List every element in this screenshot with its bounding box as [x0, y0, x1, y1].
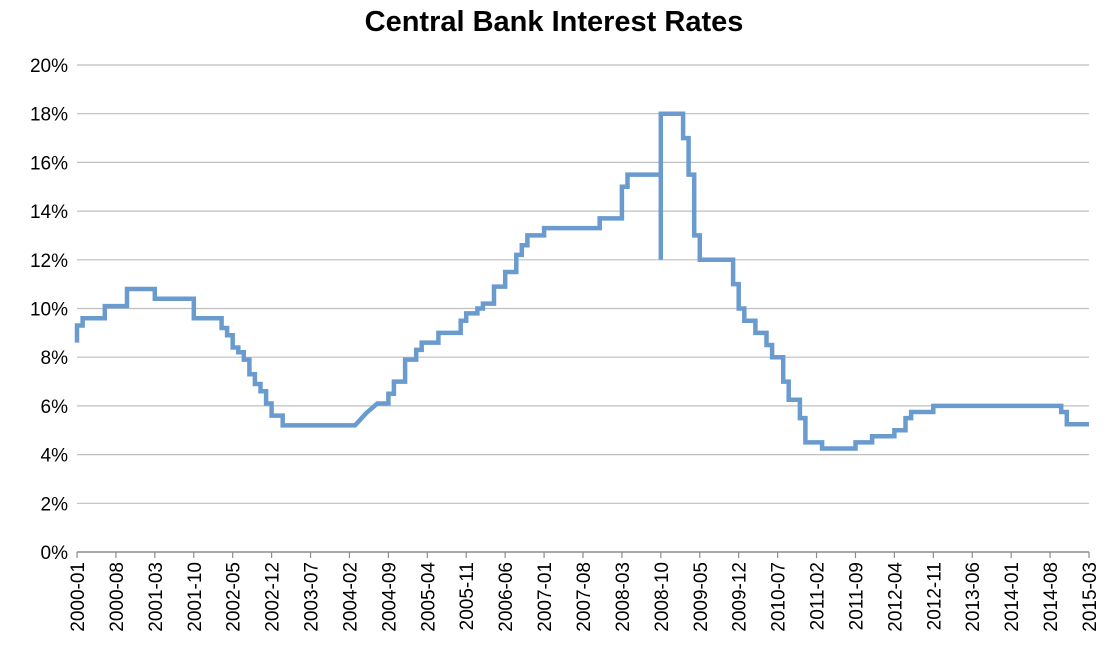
chart-title: Central Bank Interest Rates [364, 6, 744, 38]
x-tick-label: 2009-12 [730, 562, 751, 632]
y-tick-label: 0% [41, 543, 69, 564]
series-line [74, 111, 1089, 451]
series [74, 111, 1089, 451]
x-tick-label: 2010-07 [769, 562, 790, 632]
x-tick-label: 2012-04 [885, 562, 906, 632]
y-tick-label: 8% [41, 348, 69, 369]
gridlines [77, 64, 1089, 504]
x-tick-label: 2014-01 [1002, 562, 1023, 632]
x-tick-label: 2006-06 [496, 562, 517, 632]
y-tick-label: 4% [41, 446, 69, 467]
axes [76, 551, 1090, 558]
x-tick-label: 2000-08 [107, 562, 128, 632]
x-tick-label: 2008-10 [652, 562, 673, 632]
x-tick-label: 2011-02 [808, 562, 829, 630]
y-tick-label: 18% [30, 105, 68, 126]
x-tick-label: 2008-03 [613, 562, 634, 632]
x-tick-label: 2004-09 [379, 562, 400, 632]
x-tick-label: 2002-05 [224, 562, 245, 632]
x-tick-label: 2011-09 [846, 562, 867, 630]
x-tick-label: 2001-10 [185, 562, 206, 632]
x-tick-label: 2003-07 [302, 562, 323, 632]
y-tick-label: 12% [30, 251, 68, 272]
x-tick-label: 2005-04 [418, 562, 439, 632]
y-tick-label: 2% [41, 494, 69, 515]
x-tick-label: 2009-05 [691, 562, 712, 632]
x-axis-ticks: 2000-01 2000-08 2001-03 2001-10 2002-05 2002-… [68, 562, 1101, 632]
x-tick-label: 2007-01 [535, 562, 556, 632]
x-tick-label: 2014-08 [1041, 562, 1062, 632]
y-tick-label: 16% [30, 153, 68, 174]
y-tick-label: 14% [30, 202, 68, 223]
y-axis-ticks: 0% 2% 4% 6% 8% 10% 12% 14% 16% 18% 20% [30, 56, 68, 564]
y-tick-label: 6% [41, 397, 69, 418]
y-tick-label: 10% [30, 300, 68, 321]
x-tick-label: 2012-11 [924, 562, 945, 630]
x-tick-label: 2002-12 [263, 562, 284, 632]
x-tick-label: 2004-02 [340, 562, 361, 632]
x-tick-label: 2015-03 [1080, 562, 1101, 632]
x-tick-label: 2005-11 [457, 562, 478, 630]
x-tick-label: 2000-01 [68, 562, 89, 632]
y-tick-label: 20% [30, 56, 68, 77]
x-tick-label: 2013-06 [963, 562, 984, 632]
x-tick-label: 2001-03 [146, 562, 167, 632]
x-tick-label: 2007-08 [574, 562, 595, 632]
